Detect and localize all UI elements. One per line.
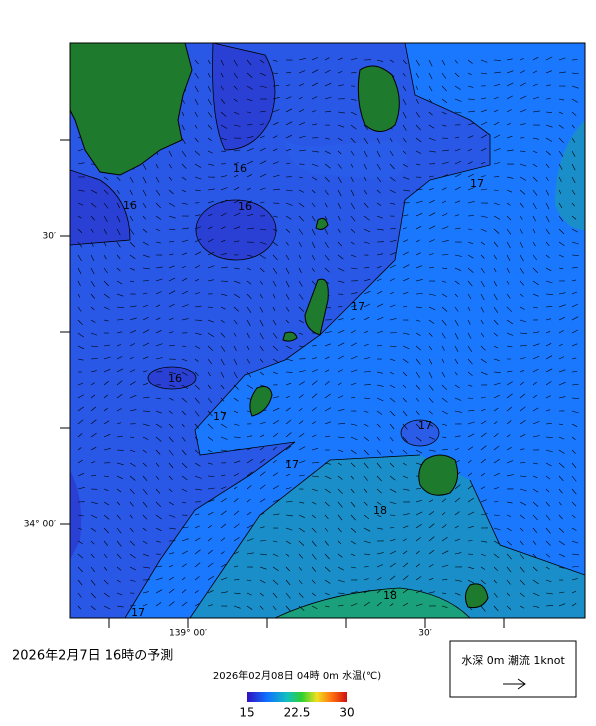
contour-label: 16 bbox=[233, 162, 247, 175]
contour-label: 17 bbox=[213, 410, 227, 423]
legend-box bbox=[449, 640, 577, 698]
contour-labels: 16 16 16 16 17 17 17 17 17 17 18 18 bbox=[123, 162, 484, 619]
sea-below-16 bbox=[148, 367, 196, 389]
caption: 2026年2月7日 16時の予測 bbox=[12, 649, 173, 664]
axis-ticks: 30′ 34° 00′ 139° 00′ 30′ bbox=[24, 139, 505, 639]
contour-label: 18 bbox=[373, 504, 387, 517]
sea-18 bbox=[275, 588, 470, 618]
contour-line bbox=[70, 169, 131, 246]
sea-16-17 bbox=[70, 43, 490, 618]
island bbox=[249, 386, 273, 417]
map-frame bbox=[69, 42, 586, 619]
colorbar-tick: 30 bbox=[339, 706, 354, 720]
land bbox=[70, 43, 193, 176]
axis-label: 30′ bbox=[43, 232, 57, 242]
colorbar-tick: 15 bbox=[239, 706, 254, 720]
axis-label: 139° 00′ bbox=[169, 629, 207, 639]
island bbox=[315, 217, 329, 230]
contour-label: 17 bbox=[470, 177, 484, 190]
legend-text: 水深 0m 潮流 1knot bbox=[461, 653, 565, 667]
contour-line bbox=[274, 587, 471, 618]
sea-below-16 bbox=[70, 470, 82, 560]
contour-label: 17 bbox=[351, 300, 365, 313]
sea-zone bbox=[285, 140, 407, 180]
contour-line bbox=[400, 419, 440, 447]
map-area: 16 16 16 16 17 17 17 17 17 17 18 18 bbox=[70, 43, 585, 619]
contour-line bbox=[189, 454, 585, 618]
sea-17-18 bbox=[555, 120, 585, 230]
axis-label: 34° 00′ bbox=[24, 520, 56, 530]
island bbox=[464, 583, 489, 609]
island bbox=[418, 454, 459, 496]
contour-label: 16 bbox=[168, 372, 182, 385]
contour-label: 17 bbox=[285, 458, 299, 471]
island bbox=[282, 331, 298, 342]
contour-line bbox=[147, 366, 197, 390]
sea-below-16 bbox=[196, 200, 276, 260]
colorbar-title: 2026年02月08日 04時 0m 水温(℃) bbox=[213, 669, 381, 682]
axis-label: 30′ bbox=[418, 629, 432, 639]
contour-line bbox=[195, 199, 277, 261]
legend-arrow bbox=[503, 678, 526, 690]
contour-label: 17 bbox=[418, 419, 432, 432]
island bbox=[304, 278, 329, 336]
contour-label: 17 bbox=[131, 606, 145, 619]
contour-line bbox=[212, 43, 276, 151]
colorbar bbox=[247, 692, 347, 702]
contour-label: 16 bbox=[238, 200, 252, 213]
sea-17-18 bbox=[70, 455, 585, 618]
sea-below-16 bbox=[70, 170, 130, 245]
sea-below-16 bbox=[212, 43, 275, 150]
sea-zone bbox=[401, 420, 439, 446]
island bbox=[357, 65, 400, 132]
contour-label: 16 bbox=[123, 199, 137, 212]
contour-label: 18 bbox=[383, 589, 397, 602]
colorbar-tick: 22.5 bbox=[284, 706, 311, 720]
